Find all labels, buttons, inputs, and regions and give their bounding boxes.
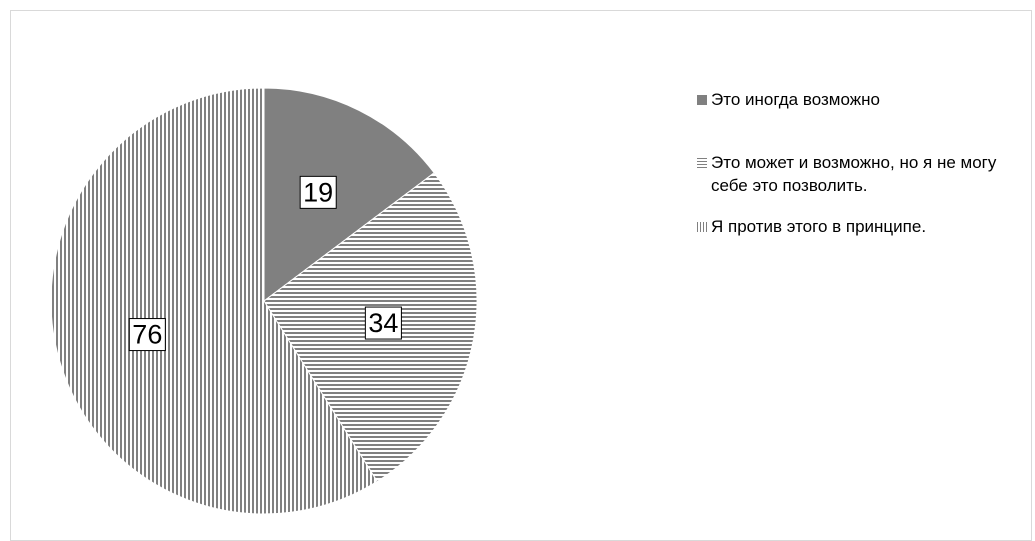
legend-item-1: Это может и возможно, но я не могу себе … xyxy=(697,151,1032,197)
data-label-2: 76 xyxy=(128,318,166,352)
legend-label-0: Это иногда возможно xyxy=(711,90,880,109)
data-label-text-0: 19 xyxy=(303,177,333,207)
data-label-box-2 xyxy=(128,318,166,352)
legend-swatch-vstripe-icon xyxy=(697,222,707,232)
data-label-1: 34 xyxy=(364,306,402,340)
data-label-box-1 xyxy=(364,306,402,340)
legend: Это иногда возможно Это может и возможно… xyxy=(697,88,1032,238)
data-label-text-1: 34 xyxy=(368,308,398,338)
data-label-text-2: 76 xyxy=(132,320,162,350)
data-label-0: 19 xyxy=(299,175,337,209)
legend-item-0: Это иногда возможно xyxy=(697,88,1032,111)
legend-swatch-hstripe-icon xyxy=(697,158,707,168)
pie-slice-0 xyxy=(263,87,435,303)
data-label-box-0 xyxy=(299,175,337,209)
legend-item-2: Я против этого в принципе. xyxy=(697,215,1032,238)
legend-label-1: Это может и возможно, но я не могу себе … xyxy=(711,153,997,195)
legend-label-2: Я против этого в принципе. xyxy=(711,217,927,236)
pie-slice-2 xyxy=(50,87,378,515)
legend-swatch-solid-icon xyxy=(697,95,707,105)
